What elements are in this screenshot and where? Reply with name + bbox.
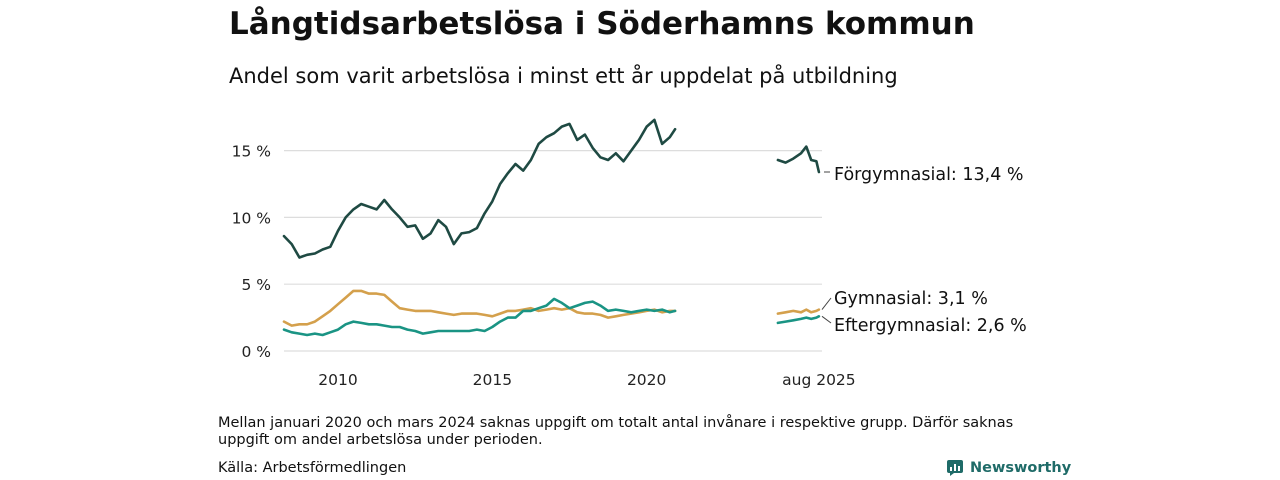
newsworthy-icon [947,460,963,476]
series-line-gymnasial-0 [282,289,677,327]
y-axis-labels: 0 % 5 % 10 % 15 % [232,143,271,361]
series-labels: Förgymnasial: 13,4 % Gymnasial: 3,1 % Efte… [821,165,1027,336]
series-line-eftergymnasial-1 [776,315,821,325]
series-line-eftergymnasial-0 [282,297,677,337]
y-tick-label: 15 % [232,143,271,161]
brand-name: Newsworthy [970,460,1072,476]
y-tick-label: 10 % [232,209,271,227]
series-label-gymnasial: Gymnasial: 3,1 % [834,289,988,309]
leader-line-eftergymnasial [821,315,832,324]
series-line-forgymnasial-0 [282,118,677,259]
source-note: Källa: Arbetsförmedlingen [218,460,407,476]
series-lines [282,118,821,337]
chart-title: Långtidsarbetslösa i Söderhamns kommun [229,6,975,42]
y-tick-label: 0 % [241,343,271,361]
chart-subtitle: Andel som varit arbetslösa i minst ett å… [229,64,898,88]
brand-logo[interactable]: Newsworthy [946,458,1071,478]
y-tick-label: 5 % [241,276,271,294]
series-label-forgymnasial: Förgymnasial: 13,4 % [834,165,1024,185]
gridlines [284,150,822,352]
x-tick-label: aug 2025 [782,371,856,389]
series-line-gymnasial-1 [776,308,821,315]
series-line-forgymnasial-1 [776,145,821,174]
footnote: Mellan januari 2020 och mars 2024 saknas… [218,415,1014,448]
x-tick-label: 2010 [318,371,357,389]
leader-line-gymnasial [821,297,832,310]
x-tick-label: 2020 [627,371,666,389]
series-label-eftergymnasial: Eftergymnasial: 2,6 % [834,316,1027,336]
x-axis-labels: 2010 2015 2020 aug 2025 [318,371,855,389]
x-tick-label: 2015 [473,371,512,389]
